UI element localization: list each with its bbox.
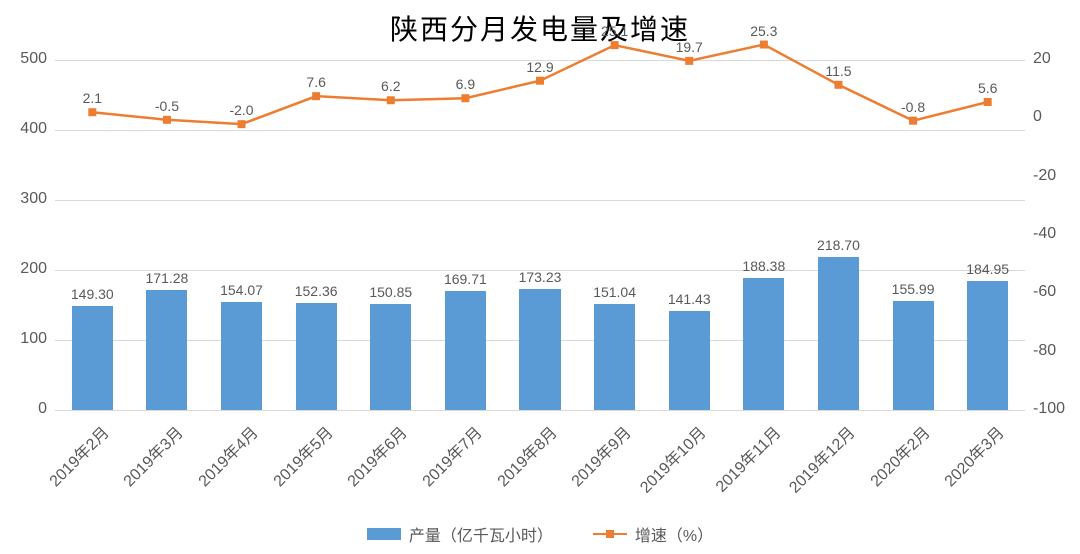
line-value-label: 5.6 xyxy=(963,80,1013,96)
legend-item-bar: 产量（亿千瓦小时） xyxy=(367,522,553,546)
x-tick-label: 2020年2月 xyxy=(863,420,934,491)
chart-title: 陕西分月发电量及增速 xyxy=(0,8,1080,48)
x-tick-label: 2019年3月 xyxy=(117,420,188,491)
line-value-label: 7.6 xyxy=(291,74,341,90)
legend-label-line: 增速（%） xyxy=(635,522,713,546)
x-tick-label: 2019年2月 xyxy=(42,420,113,491)
y-right-tick: -60 xyxy=(1033,283,1056,301)
line-marker xyxy=(760,41,767,48)
y-left-tick: 400 xyxy=(0,120,47,138)
line-series xyxy=(55,60,1025,410)
line-value-label: 6.9 xyxy=(440,76,490,92)
line-marker xyxy=(537,77,544,84)
y-left-tick: 500 xyxy=(0,50,47,68)
y-left-tick: 0 xyxy=(0,400,47,418)
line-value-label: 12.9 xyxy=(515,59,565,75)
chart-container: 陕西分月发电量及增速 149.30171.28154.07152.36150.8… xyxy=(0,0,1080,554)
line-value-label: 11.5 xyxy=(813,63,863,79)
x-axis-labels: 2019年2月2019年3月2019年4月2019年5月2019年6月2019年… xyxy=(55,416,1025,506)
line-marker xyxy=(910,117,917,124)
legend-swatch-line xyxy=(593,528,627,540)
y-right-tick: -20 xyxy=(1033,167,1056,185)
x-tick-label: 2019年5月 xyxy=(266,420,337,491)
line-value-label: 25.3 xyxy=(739,23,789,39)
legend-item-line: 增速（%） xyxy=(593,522,713,546)
y-left-tick: 100 xyxy=(0,330,47,348)
x-tick-label: 2019年7月 xyxy=(415,420,486,491)
line-marker xyxy=(686,57,693,64)
legend-swatch-bar xyxy=(367,528,401,540)
x-tick-label: 2019年6月 xyxy=(341,420,412,491)
line-value-label: -2.0 xyxy=(217,102,267,118)
x-tick-label: 2019年9月 xyxy=(565,420,636,491)
line-marker xyxy=(611,42,618,49)
x-tick-label: 2019年8月 xyxy=(490,420,561,491)
line-value-label: 6.2 xyxy=(366,78,416,94)
line-marker xyxy=(835,81,842,88)
line-marker xyxy=(984,99,991,106)
y-right-tick: -40 xyxy=(1033,225,1056,243)
line-marker xyxy=(462,95,469,102)
line-marker xyxy=(89,109,96,116)
x-tick-label: 2019年11月 xyxy=(708,420,785,497)
x-tick-label: 2019年12月 xyxy=(782,420,859,497)
line-marker xyxy=(387,97,394,104)
x-tick-label: 2019年4月 xyxy=(191,420,262,491)
line-value-label: -0.5 xyxy=(142,98,192,114)
line-value-label: 25.1 xyxy=(590,23,640,39)
y-right-tick: -80 xyxy=(1033,342,1056,360)
gridline xyxy=(55,410,1025,411)
x-tick-label: 2019年10月 xyxy=(633,420,710,497)
y-right-tick: -100 xyxy=(1033,400,1065,418)
line-value-label: 2.1 xyxy=(67,90,117,106)
line-marker xyxy=(313,93,320,100)
y-left-tick: 300 xyxy=(0,190,47,208)
legend: 产量（亿千瓦小时） 增速（%） xyxy=(0,522,1080,546)
line-value-label: 19.7 xyxy=(664,39,714,55)
plot-area: 149.30171.28154.07152.36150.85169.71173.… xyxy=(55,60,1025,410)
y-right-tick: 20 xyxy=(1033,50,1051,68)
y-right-tick: 0 xyxy=(1033,108,1042,126)
legend-label-bar: 产量（亿千瓦小时） xyxy=(409,522,553,546)
y-left-tick: 200 xyxy=(0,260,47,278)
line-marker xyxy=(163,116,170,123)
line-value-label: -0.8 xyxy=(888,99,938,115)
x-tick-label: 2020年3月 xyxy=(938,420,1009,491)
line-marker xyxy=(238,121,245,128)
